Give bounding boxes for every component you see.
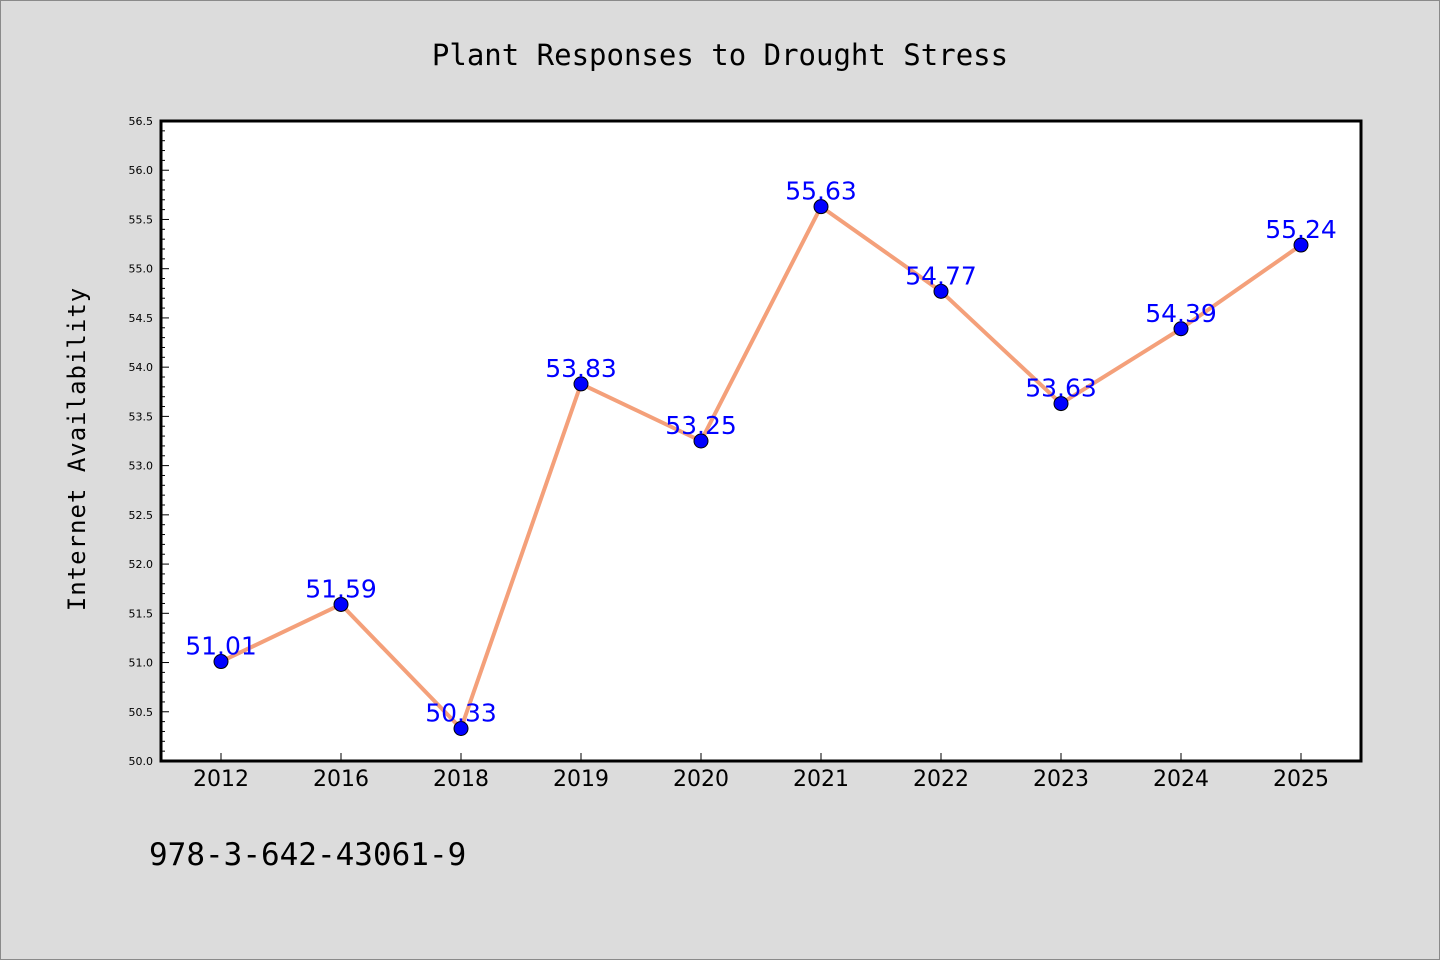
y-axis-ticks: 50.0 50.5 51.0 51.5 52.0 52.5 53.0 53.5 54.0 54.5… <box>129 115 169 768</box>
data-point <box>1053 396 1069 412</box>
x-tick-label: 2016 <box>313 767 369 792</box>
y-tick-label: 53.0 <box>129 460 154 473</box>
y-tick-label: 56.0 <box>129 164 154 177</box>
plot-area <box>161 121 1361 761</box>
x-tick-label: 2012 <box>193 767 249 792</box>
y-tick-label: 55.5 <box>129 213 154 226</box>
series-line <box>219 204 1303 731</box>
y-tick-label: 55.0 <box>129 263 154 276</box>
data-point <box>813 199 829 215</box>
data-label: 55.24 <box>1265 215 1337 244</box>
y-tick-label: 52.0 <box>129 558 154 571</box>
footer-isbn: 978-3-642-43061-9 <box>149 837 466 873</box>
x-tick-label: 2019 <box>553 767 609 792</box>
y-tick-label: 50.5 <box>129 706 154 719</box>
y-tick-label: 56.5 <box>129 115 154 128</box>
y-tick-label: 53.5 <box>129 410 154 423</box>
data-point <box>453 721 469 737</box>
data-point <box>933 283 949 299</box>
x-tick-label: 2023 <box>1033 767 1089 792</box>
data-label: 54.77 <box>905 261 977 290</box>
chart-title: Plant Responses to Drought Stress <box>432 38 1008 72</box>
data-label: 53.83 <box>545 354 617 383</box>
data-point <box>1293 237 1309 253</box>
y-tick-label: 54.0 <box>129 361 154 374</box>
x-tick-label: 2020 <box>673 767 729 792</box>
y-tick-label: 52.5 <box>129 509 154 522</box>
data-label: 55.63 <box>785 177 857 206</box>
x-tick-label: 2021 <box>793 767 849 792</box>
x-tick-label: 2025 <box>1273 767 1329 792</box>
data-label: 54.39 <box>1145 299 1217 328</box>
data-label: 51.59 <box>305 574 377 603</box>
x-tick-label: 2022 <box>913 767 969 792</box>
y-tick-label: 54.5 <box>129 312 154 325</box>
data-label: 50.33 <box>425 699 497 728</box>
data-label: 53.63 <box>1025 374 1097 403</box>
x-axis-ticks: 2012 2016 2018 2019 2020 2021 2022 2023 2024 2025 <box>193 753 1329 792</box>
data-point <box>213 654 229 670</box>
data-point <box>1173 321 1189 337</box>
y-tick-label: 51.0 <box>129 657 154 670</box>
plot-frame <box>159 119 1363 763</box>
x-tick-label: 2018 <box>433 767 489 792</box>
data-point <box>693 433 709 449</box>
x-tick-label: 2024 <box>1153 767 1209 792</box>
data-label: 53.25 <box>665 411 737 440</box>
y-tick-label: 50.0 <box>129 755 154 768</box>
y-axis-label: Internet Availability <box>63 287 91 611</box>
data-point <box>333 596 349 612</box>
y-tick-label: 51.5 <box>129 607 154 620</box>
data-label: 51.01 <box>185 632 257 661</box>
data-point <box>573 376 589 392</box>
series-layer: 51.01 51.59 50.33 53.83 53.25 55.63 54.77 53.63… <box>185 177 1337 737</box>
